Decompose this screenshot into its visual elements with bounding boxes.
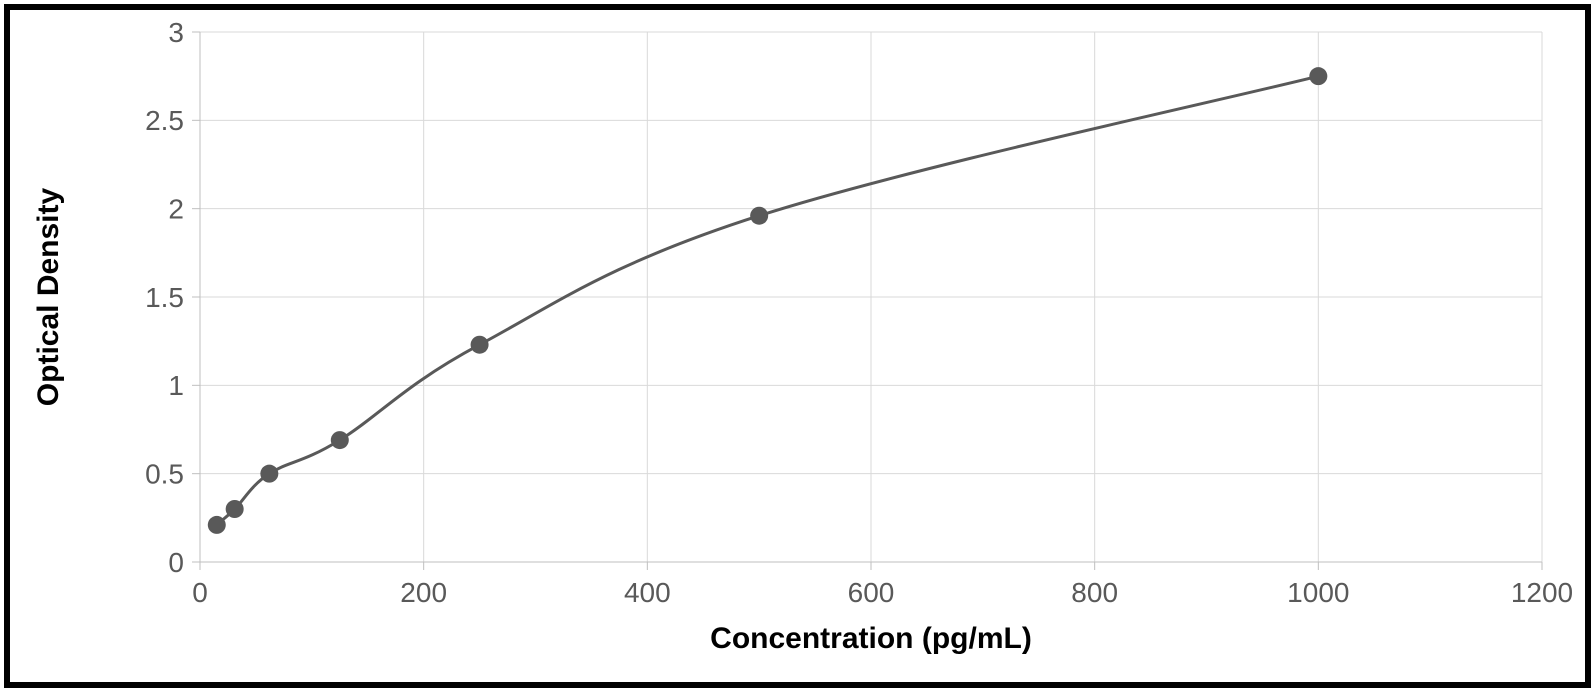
data-point-marker <box>208 516 226 534</box>
y-axis-label: Optical Density <box>32 187 65 406</box>
x-tick-label: 200 <box>400 577 447 608</box>
data-point-marker <box>331 431 349 449</box>
x-tick-label: 1200 <box>1511 577 1573 608</box>
x-axis-label: Concentration (pg/mL) <box>710 622 1032 655</box>
x-tick-label: 0 <box>192 577 208 608</box>
x-tick-label: 800 <box>1071 577 1118 608</box>
y-tick-label: 2.5 <box>145 105 184 136</box>
y-tick-label: 0.5 <box>145 458 184 489</box>
data-point-marker <box>471 336 489 354</box>
y-tick-label: 2 <box>168 193 184 224</box>
data-point-marker <box>750 207 768 225</box>
y-tick-label: 0 <box>168 547 184 578</box>
chart-svg: 0 200 400 600 800 1000 1200 0 0.5 1 1.5 2 2.5 3 Concen… <box>10 10 1585 682</box>
y-tick-label: 1 <box>168 370 184 401</box>
x-tick-label: 600 <box>848 577 895 608</box>
y-tick-label: 3 <box>168 17 184 48</box>
data-point-marker <box>226 500 244 518</box>
chart-frame: 0 200 400 600 800 1000 1200 0 0.5 1 1.5 2 2.5 3 Concen… <box>4 4 1591 688</box>
x-tick-label: 1000 <box>1287 577 1349 608</box>
chart-container: 0 200 400 600 800 1000 1200 0 0.5 1 1.5 2 2.5 3 Concen… <box>10 10 1585 682</box>
y-tick-label: 1.5 <box>145 282 184 313</box>
x-tick-label: 400 <box>624 577 671 608</box>
data-point-marker <box>260 465 278 483</box>
data-point-marker <box>1309 67 1327 85</box>
